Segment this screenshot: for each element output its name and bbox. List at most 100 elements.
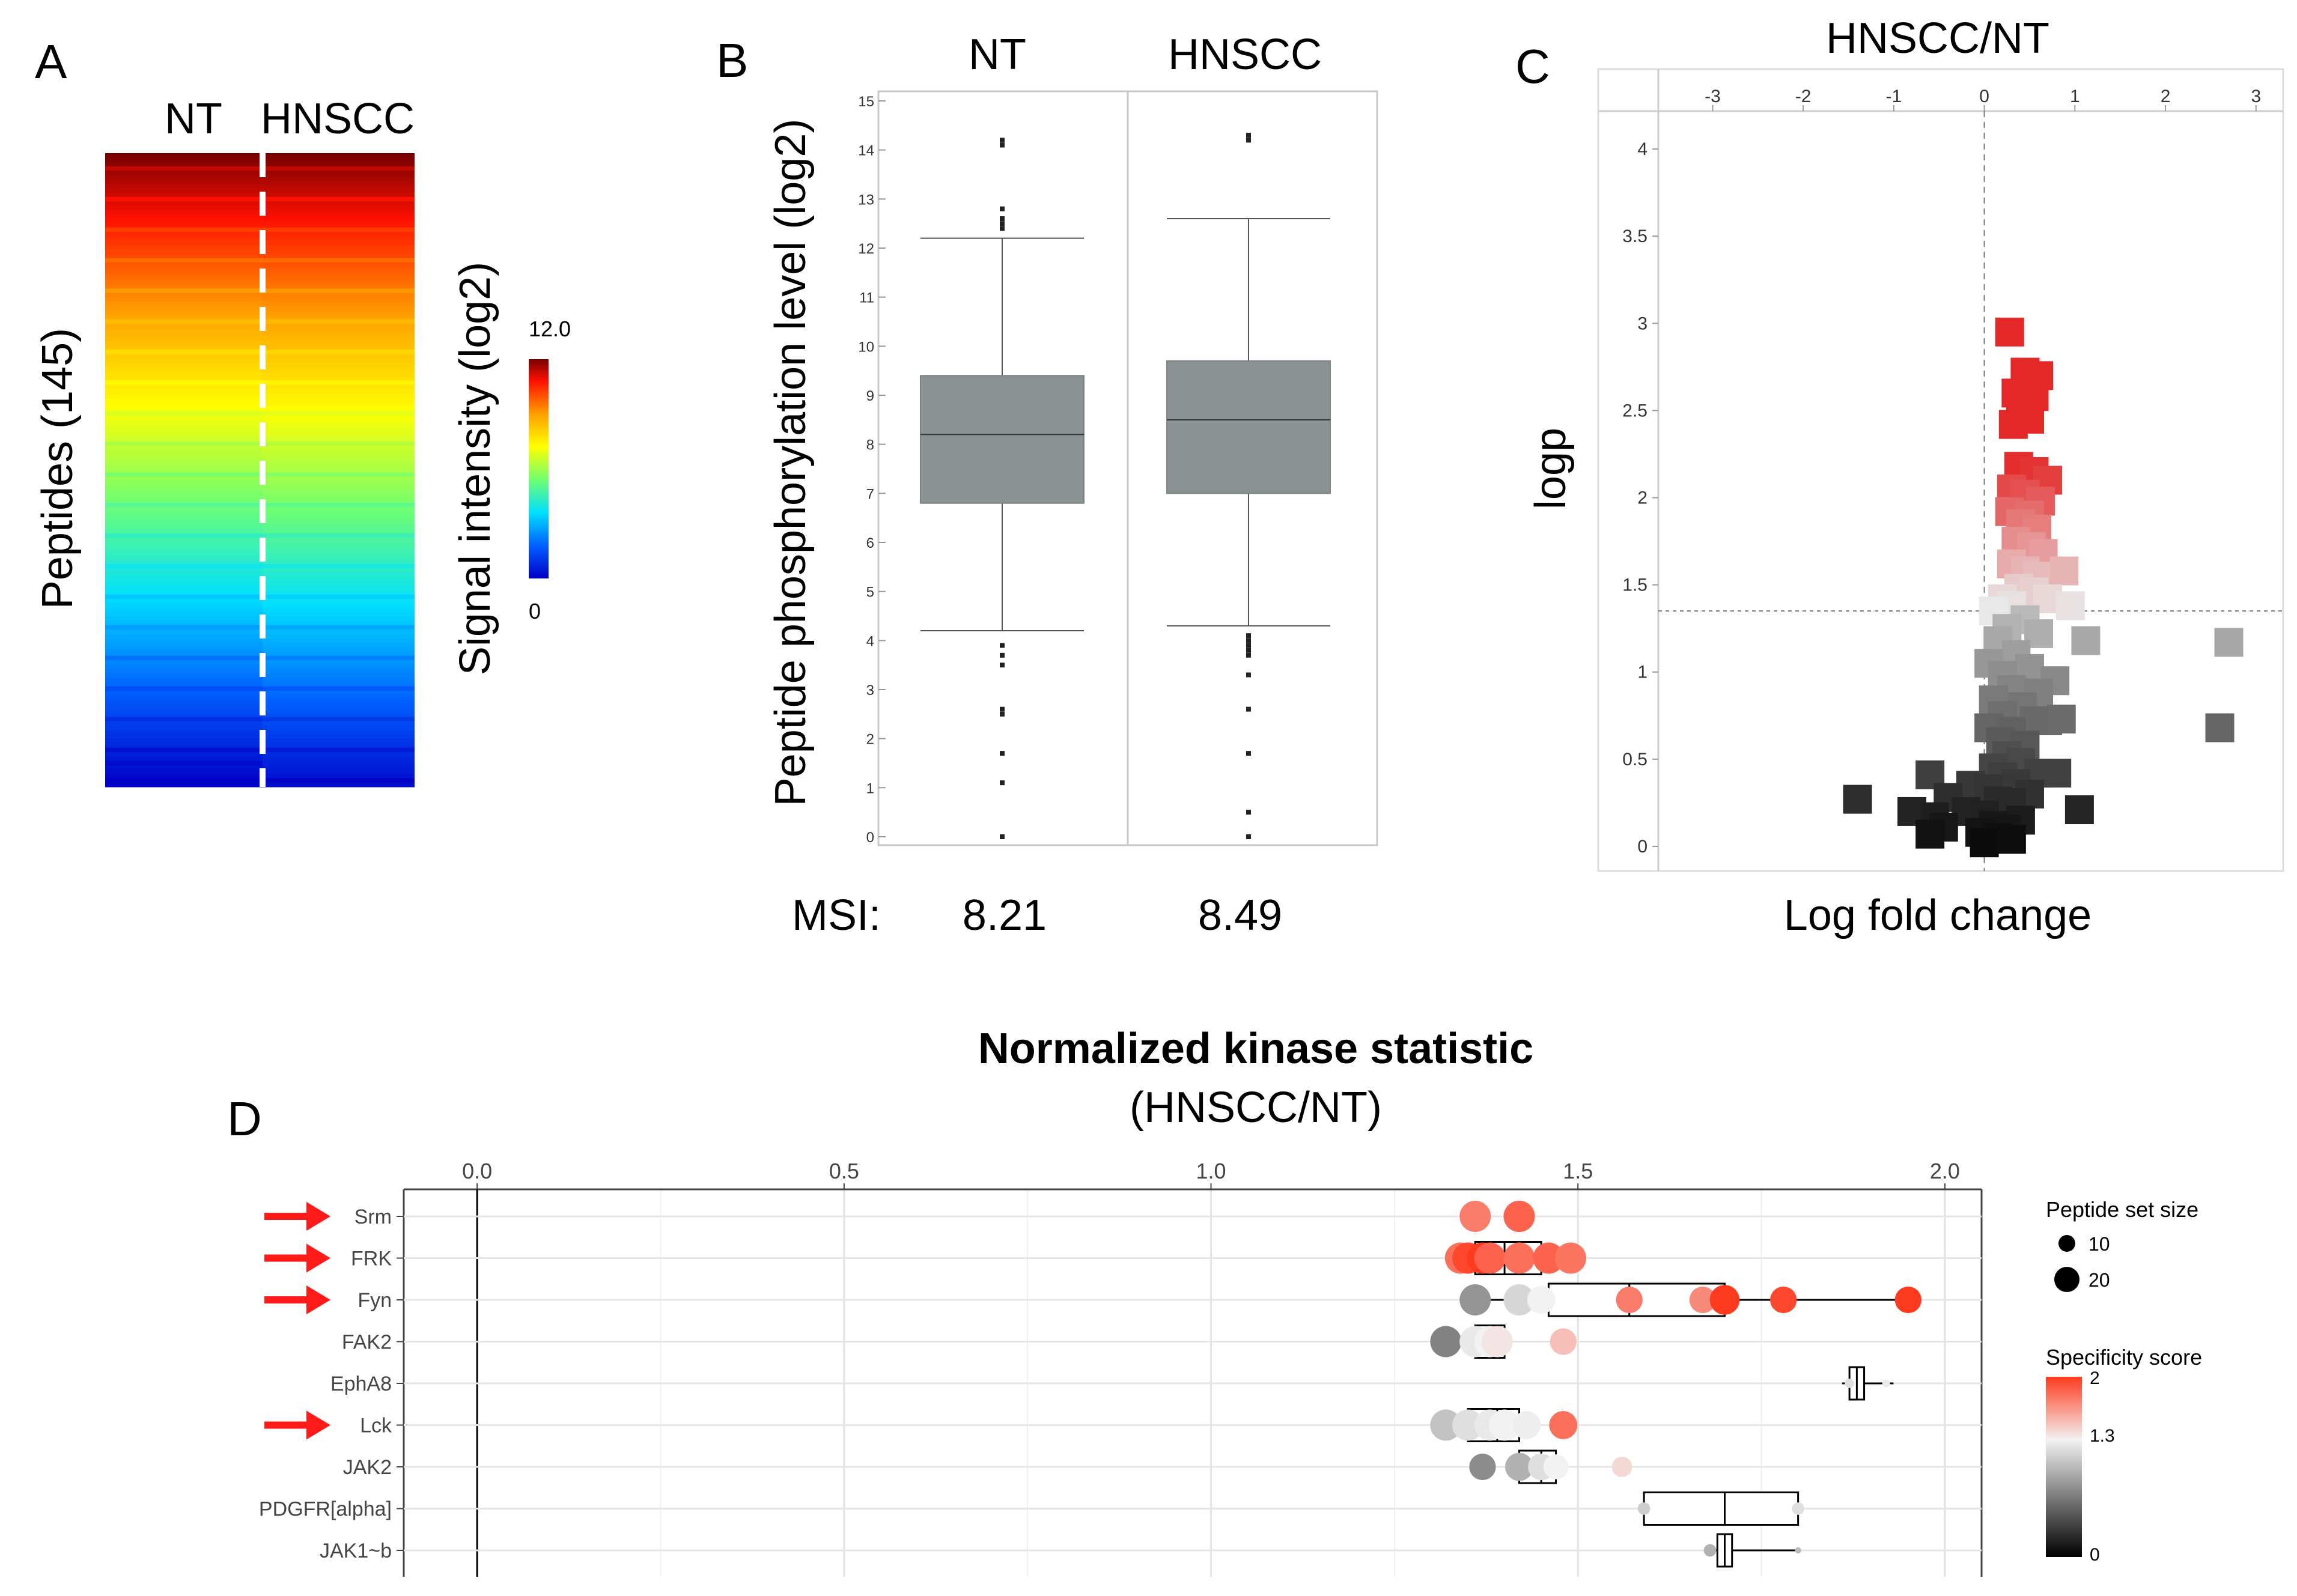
kinase-highlight-arrow-head <box>306 1243 330 1273</box>
heatmap-cell <box>263 336 415 342</box>
heatmap-cell <box>105 533 263 538</box>
heatmap-cell <box>263 476 415 482</box>
heatmap-cell <box>105 503 263 508</box>
volcano-outer-frame <box>1597 68 2284 872</box>
kinase-row-label: FAK2 <box>342 1331 392 1354</box>
volcano-x-tick-label: -3 <box>1705 86 1721 106</box>
heatmap-cell <box>105 183 263 189</box>
box-outlier <box>1000 751 1005 756</box>
volcano-point <box>2055 591 2085 620</box>
volcano-point <box>2214 628 2244 657</box>
heatmap-cell <box>105 695 263 700</box>
heatmap-col-label-hnscc: HNSCC <box>261 95 415 143</box>
heatmap-cell <box>263 769 415 774</box>
heatmap-cell <box>263 638 415 643</box>
heatmap-cell <box>263 778 415 783</box>
heatmap-cell <box>105 708 263 713</box>
heatmap-cell <box>263 249 415 254</box>
box-outlier <box>1000 142 1005 148</box>
heatmap-cell <box>105 188 263 193</box>
kinase-row-label: JAK2 <box>343 1456 392 1479</box>
heatmap-cell <box>105 611 263 617</box>
heatmap-cell <box>105 284 263 290</box>
heatmap-cell <box>263 708 415 713</box>
box-outlier <box>1000 706 1005 712</box>
kinase-row-label: Lck <box>360 1415 392 1437</box>
box-outlier <box>1246 648 1251 653</box>
panel-a: A NT HNSCC Peptides (145) Signal intensi… <box>34 35 571 787</box>
box-y-tick-label: 0 <box>866 830 874 846</box>
heatmap-cell <box>263 467 415 473</box>
heatmap-cell <box>263 188 415 193</box>
heatmap-cell <box>105 738 263 744</box>
heatmap-cell <box>263 747 415 753</box>
heatmap-cell <box>105 455 263 460</box>
panel-d: D Normalized kinase statistic (HNSCC/NT)… <box>227 1025 2202 1577</box>
heatmap-cell <box>105 538 263 543</box>
kinase-point <box>1452 1409 1484 1441</box>
kinase-x-tick-label: 1.0 <box>1196 1159 1226 1183</box>
heatmap-cell <box>105 258 263 263</box>
heatmap-cell <box>105 743 263 748</box>
heatmap-cell <box>263 302 415 307</box>
volcano-x-tick-label: 1 <box>2070 86 2080 106</box>
heatmap-cell <box>105 166 263 171</box>
box-y-tick-label: 9 <box>866 388 874 404</box>
heatmap-cell <box>105 402 263 407</box>
heatmap-cell <box>263 678 415 682</box>
volcano-point <box>1997 825 2026 854</box>
heatmap-cell <box>263 328 415 333</box>
heatmap-cell <box>263 175 415 180</box>
heatmap-cell <box>105 345 263 351</box>
kinase-highlight-arrow-head <box>306 1285 330 1314</box>
volcano-y-tick-label: 2 <box>1637 488 1647 508</box>
volcano-x-tick-label: -2 <box>1795 86 1812 106</box>
heatmap-cell <box>263 258 415 263</box>
box-outlier <box>1000 834 1005 839</box>
msi-value-nt: 8.21 <box>963 891 1047 939</box>
heatmap-cell <box>105 175 263 180</box>
size-legend-dot-large <box>2054 1267 2079 1292</box>
heatmap-cell <box>263 231 415 237</box>
heatmap-cell <box>263 459 415 464</box>
box-outlier <box>1000 663 1005 668</box>
volcano-y-tick-label: 4 <box>1637 139 1647 159</box>
heatmap-cell <box>105 703 263 709</box>
heatmap-cell <box>263 555 415 560</box>
heatmap-cell <box>263 630 415 634</box>
heatmap-cell <box>105 529 263 534</box>
heatmap-cell <box>105 476 263 482</box>
heatmap-ylabel: Peptides (145) <box>34 328 82 609</box>
heatmap-cell <box>105 769 263 774</box>
heatmap-cell <box>263 315 415 320</box>
heatmap-cell <box>263 568 415 574</box>
heatmap-cell <box>105 210 263 215</box>
heatmap-cell <box>263 275 415 281</box>
heatmap-cell <box>105 678 263 682</box>
box-y-tick-label: 13 <box>858 192 874 208</box>
heatmap-cell <box>105 350 263 355</box>
box-outlier <box>1246 138 1251 143</box>
kinase-x-tick-label: 2.0 <box>1930 1159 1960 1183</box>
heatmap-cell <box>263 673 415 678</box>
heatmap-cell <box>105 699 263 705</box>
heatmap-cell <box>105 459 263 464</box>
heatmap-cell <box>105 389 263 394</box>
heatmap-cell <box>105 380 263 386</box>
heatmap-cell <box>105 441 263 447</box>
kinase-point <box>1503 1284 1535 1315</box>
heatmap-cell <box>263 446 415 451</box>
kinase-point <box>1430 1409 1462 1441</box>
heatmap-cell <box>105 651 263 657</box>
heatmap-cell <box>105 765 263 770</box>
heatmap-cell <box>263 424 415 429</box>
volcano-x-tick-label: -1 <box>1886 86 1902 106</box>
heatmap-cell <box>105 498 263 503</box>
box-outlier <box>1246 633 1251 639</box>
volcano-title: HNSCC/NT <box>1826 14 2049 62</box>
heatmap-cell <box>263 380 415 386</box>
heatmap-cell <box>263 524 415 530</box>
volcano-point <box>2046 705 2076 734</box>
heatmap-cell <box>105 415 263 420</box>
volcano-point <box>1915 819 1945 849</box>
